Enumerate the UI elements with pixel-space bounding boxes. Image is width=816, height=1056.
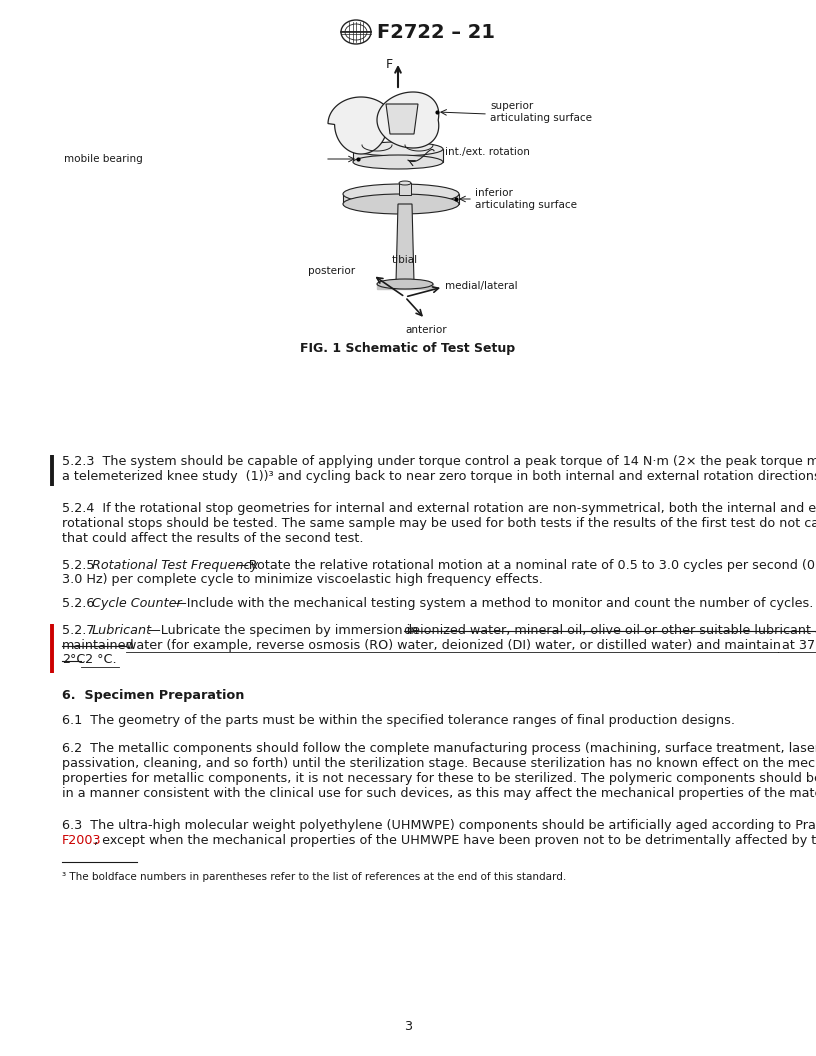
Ellipse shape bbox=[377, 279, 433, 289]
Polygon shape bbox=[396, 204, 414, 282]
Ellipse shape bbox=[343, 194, 459, 214]
Polygon shape bbox=[328, 97, 394, 154]
Text: at 37 ±: at 37 ± bbox=[778, 639, 816, 652]
Text: —Rotate the relative rotational motion at a nominal rate of 0.5 to 3.0 cycles pe: —Rotate the relative rotational motion a… bbox=[236, 559, 816, 571]
Text: 6.3  The ultra-high molecular weight polyethylene (UHMWPE) components should be : 6.3 The ultra-high molecular weight poly… bbox=[62, 819, 816, 832]
Text: , except when the mechanical properties of the UHMWPE have been proven not to be: , except when the mechanical properties … bbox=[94, 834, 816, 847]
Polygon shape bbox=[377, 284, 433, 289]
Polygon shape bbox=[377, 92, 439, 148]
Text: .2 °C.: .2 °C. bbox=[81, 654, 117, 666]
Text: posterior: posterior bbox=[308, 266, 355, 276]
Text: tibial: tibial bbox=[392, 254, 418, 265]
Polygon shape bbox=[386, 103, 418, 134]
Ellipse shape bbox=[343, 184, 459, 204]
Text: Cycle Counter: Cycle Counter bbox=[91, 597, 181, 610]
Text: medial/lateral: medial/lateral bbox=[445, 281, 517, 291]
Text: 6.2  The metallic components should follow the complete manufacturing process (m: 6.2 The metallic components should follo… bbox=[62, 742, 816, 755]
Text: FIG. 1 Schematic of Test Setup: FIG. 1 Schematic of Test Setup bbox=[300, 342, 516, 355]
Text: properties for metallic components, it is not necessary for these to be steriliz: properties for metallic components, it i… bbox=[62, 772, 816, 785]
Text: passivation, cleaning, and so forth) until the sterilization stage. Because ster: passivation, cleaning, and so forth) unt… bbox=[62, 757, 816, 770]
Text: F2003: F2003 bbox=[62, 834, 102, 847]
Text: maintained: maintained bbox=[62, 639, 135, 652]
Text: 3.0 Hz) per complete cycle to minimize viscoelastic high frequency effects.: 3.0 Hz) per complete cycle to minimize v… bbox=[62, 573, 543, 586]
Polygon shape bbox=[353, 149, 443, 162]
Text: a telemeterized knee study  (1))³ and cycling back to near zero torque in both i: a telemeterized knee study (1))³ and cyc… bbox=[62, 470, 816, 483]
Text: mobile bearing: mobile bearing bbox=[64, 154, 143, 164]
Polygon shape bbox=[343, 194, 459, 204]
Text: 5.2.5: 5.2.5 bbox=[62, 559, 103, 571]
Text: int./ext. rotation: int./ext. rotation bbox=[445, 147, 530, 156]
Text: superior
articulating surface: superior articulating surface bbox=[490, 100, 592, 124]
Text: 5.2.3  The system should be capable of applying under torque control a peak torq: 5.2.3 The system should be capable of ap… bbox=[62, 455, 816, 468]
Text: ³ The boldface numbers in parentheses refer to the list of references at the end: ³ The boldface numbers in parentheses re… bbox=[62, 872, 566, 882]
Text: rotational stops should be tested. The same sample may be used for both tests if: rotational stops should be tested. The s… bbox=[62, 517, 816, 530]
Text: 5.2.4  If the rotational stop geometries for internal and external rotation are : 5.2.4 If the rotational stop geometries … bbox=[62, 503, 816, 515]
Text: that could affect the results of the second test.: that could affect the results of the sec… bbox=[62, 532, 363, 545]
Text: —Lubricate the specimen by immersion in: —Lubricate the specimen by immersion in bbox=[148, 624, 423, 637]
Text: inferior
articulating surface: inferior articulating surface bbox=[475, 188, 577, 210]
Text: 5.2.7: 5.2.7 bbox=[62, 624, 103, 637]
Text: 6.1  The geometry of the parts must be within the specified tolerance ranges of : 6.1 The geometry of the parts must be wi… bbox=[62, 714, 735, 727]
Text: 2°C: 2°C bbox=[62, 654, 86, 666]
Text: Lubricant: Lubricant bbox=[91, 624, 152, 637]
Text: F2722 – 21: F2722 – 21 bbox=[377, 22, 495, 41]
Ellipse shape bbox=[353, 155, 443, 169]
Text: 3: 3 bbox=[404, 1019, 412, 1033]
Text: anterior: anterior bbox=[406, 325, 447, 335]
Text: water (for example, reverse osmosis (RO) water, deionized (DI) water, or distill: water (for example, reverse osmosis (RO)… bbox=[126, 639, 781, 652]
Text: 6.  Specimen Preparation: 6. Specimen Preparation bbox=[62, 689, 244, 702]
Text: deionized water, mineral oil, olive oil or other suitable lubricant and: deionized water, mineral oil, olive oil … bbox=[404, 624, 816, 637]
Ellipse shape bbox=[399, 181, 411, 185]
Text: in a manner consistent with the clinical use for such devices, as this may affec: in a manner consistent with the clinical… bbox=[62, 787, 816, 799]
Text: —Include with the mechanical testing system a method to monitor and count the nu: —Include with the mechanical testing sys… bbox=[174, 597, 813, 610]
Polygon shape bbox=[399, 183, 411, 195]
Text: F: F bbox=[386, 58, 393, 71]
Text: Rotational Test Frequency: Rotational Test Frequency bbox=[91, 559, 258, 571]
Text: 5.2.6: 5.2.6 bbox=[62, 597, 102, 610]
Ellipse shape bbox=[353, 142, 443, 156]
